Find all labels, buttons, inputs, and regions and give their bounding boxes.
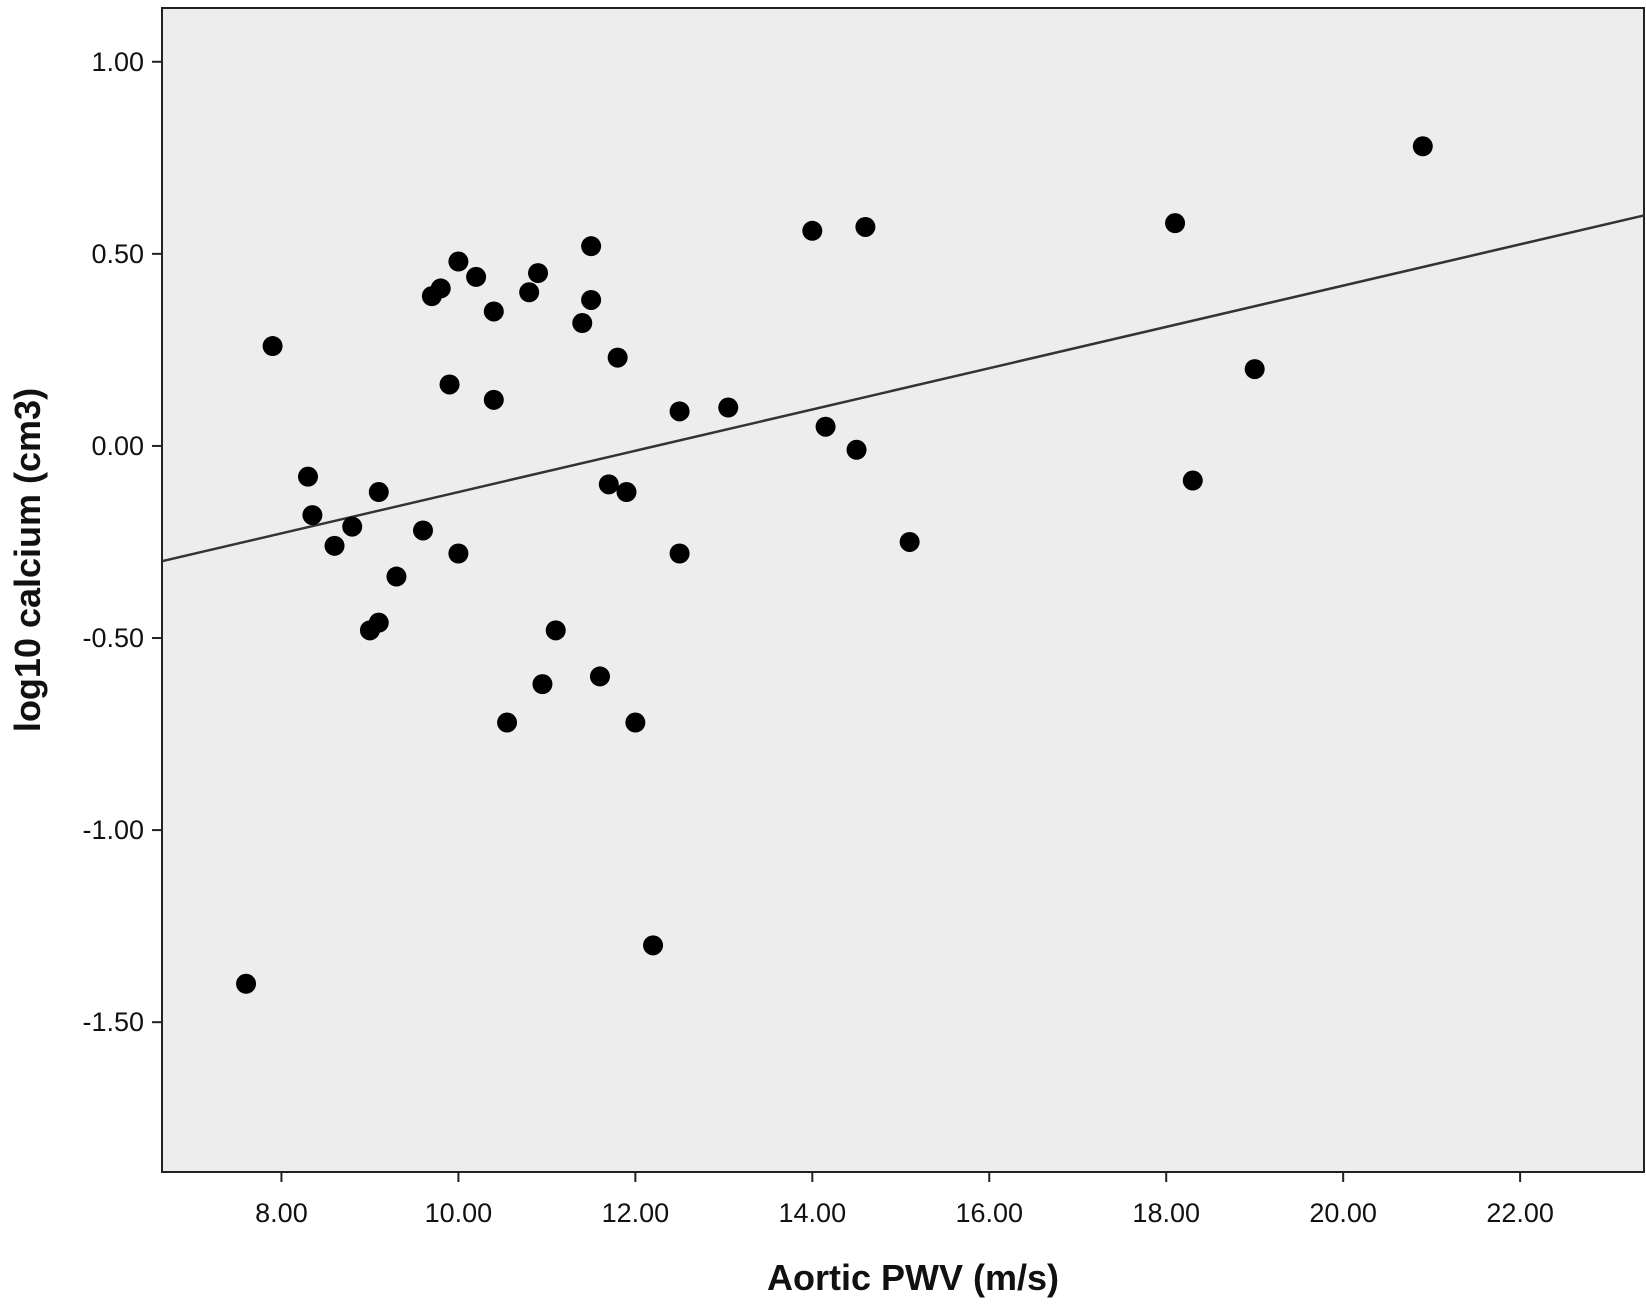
data-point xyxy=(302,505,323,526)
data-point xyxy=(519,282,540,303)
x-tick-label: 22.00 xyxy=(1486,1198,1554,1228)
data-point xyxy=(1182,470,1203,491)
data-point xyxy=(598,474,619,495)
data-point xyxy=(532,674,553,695)
x-tick-label: 20.00 xyxy=(1309,1198,1377,1228)
data-point xyxy=(589,666,610,687)
data-point xyxy=(448,543,469,564)
data-point xyxy=(262,336,283,357)
data-point xyxy=(386,566,407,587)
x-tick-label: 18.00 xyxy=(1132,1198,1200,1228)
y-tick-label: -1.00 xyxy=(82,815,144,845)
y-tick-label: -0.50 xyxy=(82,623,144,653)
y-tick-label: -1.50 xyxy=(82,1007,144,1037)
y-tick-label: 0.50 xyxy=(91,239,144,269)
data-point xyxy=(439,374,460,395)
data-point xyxy=(236,973,257,994)
data-point xyxy=(581,236,602,257)
y-tick-label: 0.00 xyxy=(91,431,144,461)
data-point xyxy=(448,251,469,272)
data-point xyxy=(815,416,836,437)
data-point xyxy=(430,278,451,299)
data-point xyxy=(607,347,628,368)
x-axis-title: Aortic PWV (m/s) xyxy=(767,1257,1059,1298)
data-point xyxy=(483,301,504,322)
data-point xyxy=(718,397,739,418)
data-point xyxy=(846,439,867,460)
data-point xyxy=(1165,213,1186,234)
data-point xyxy=(342,516,363,537)
data-point xyxy=(643,935,664,956)
data-point xyxy=(625,712,646,733)
data-point xyxy=(324,535,345,556)
x-tick-label: 8.00 xyxy=(255,1198,308,1228)
data-point xyxy=(528,263,549,284)
y-axis: 1.00 0.50 0.00 -0.50 -1.00 -1.50 xyxy=(82,47,162,1037)
x-tick-label: 10.00 xyxy=(425,1198,493,1228)
data-point xyxy=(616,482,637,503)
data-point xyxy=(669,401,690,422)
x-axis: 8.00 10.00 12.00 14.00 16.00 18.00 20.00 22.00 xyxy=(255,1172,1554,1228)
y-axis-title: log10 calcium (cm3) xyxy=(7,388,48,732)
x-tick-label: 12.00 xyxy=(602,1198,670,1228)
plot-area xyxy=(161,7,1645,1173)
data-point xyxy=(297,466,318,487)
data-point xyxy=(802,220,823,241)
data-point xyxy=(368,612,389,633)
data-point xyxy=(1412,136,1433,157)
data-point xyxy=(899,531,920,552)
data-point xyxy=(483,389,504,410)
x-tick-label: 16.00 xyxy=(955,1198,1023,1228)
data-point xyxy=(466,266,487,287)
data-points xyxy=(236,136,1433,994)
y-tick-label: 1.00 xyxy=(91,47,144,77)
data-point xyxy=(1244,359,1265,380)
data-point xyxy=(368,482,389,503)
x-tick-label: 14.00 xyxy=(779,1198,847,1228)
data-point xyxy=(572,313,593,334)
data-point xyxy=(855,216,876,237)
data-point xyxy=(545,620,566,641)
data-point xyxy=(413,520,434,541)
data-point xyxy=(669,543,690,564)
data-point xyxy=(581,289,602,310)
fit-line xyxy=(161,214,1645,563)
data-point xyxy=(497,712,518,733)
